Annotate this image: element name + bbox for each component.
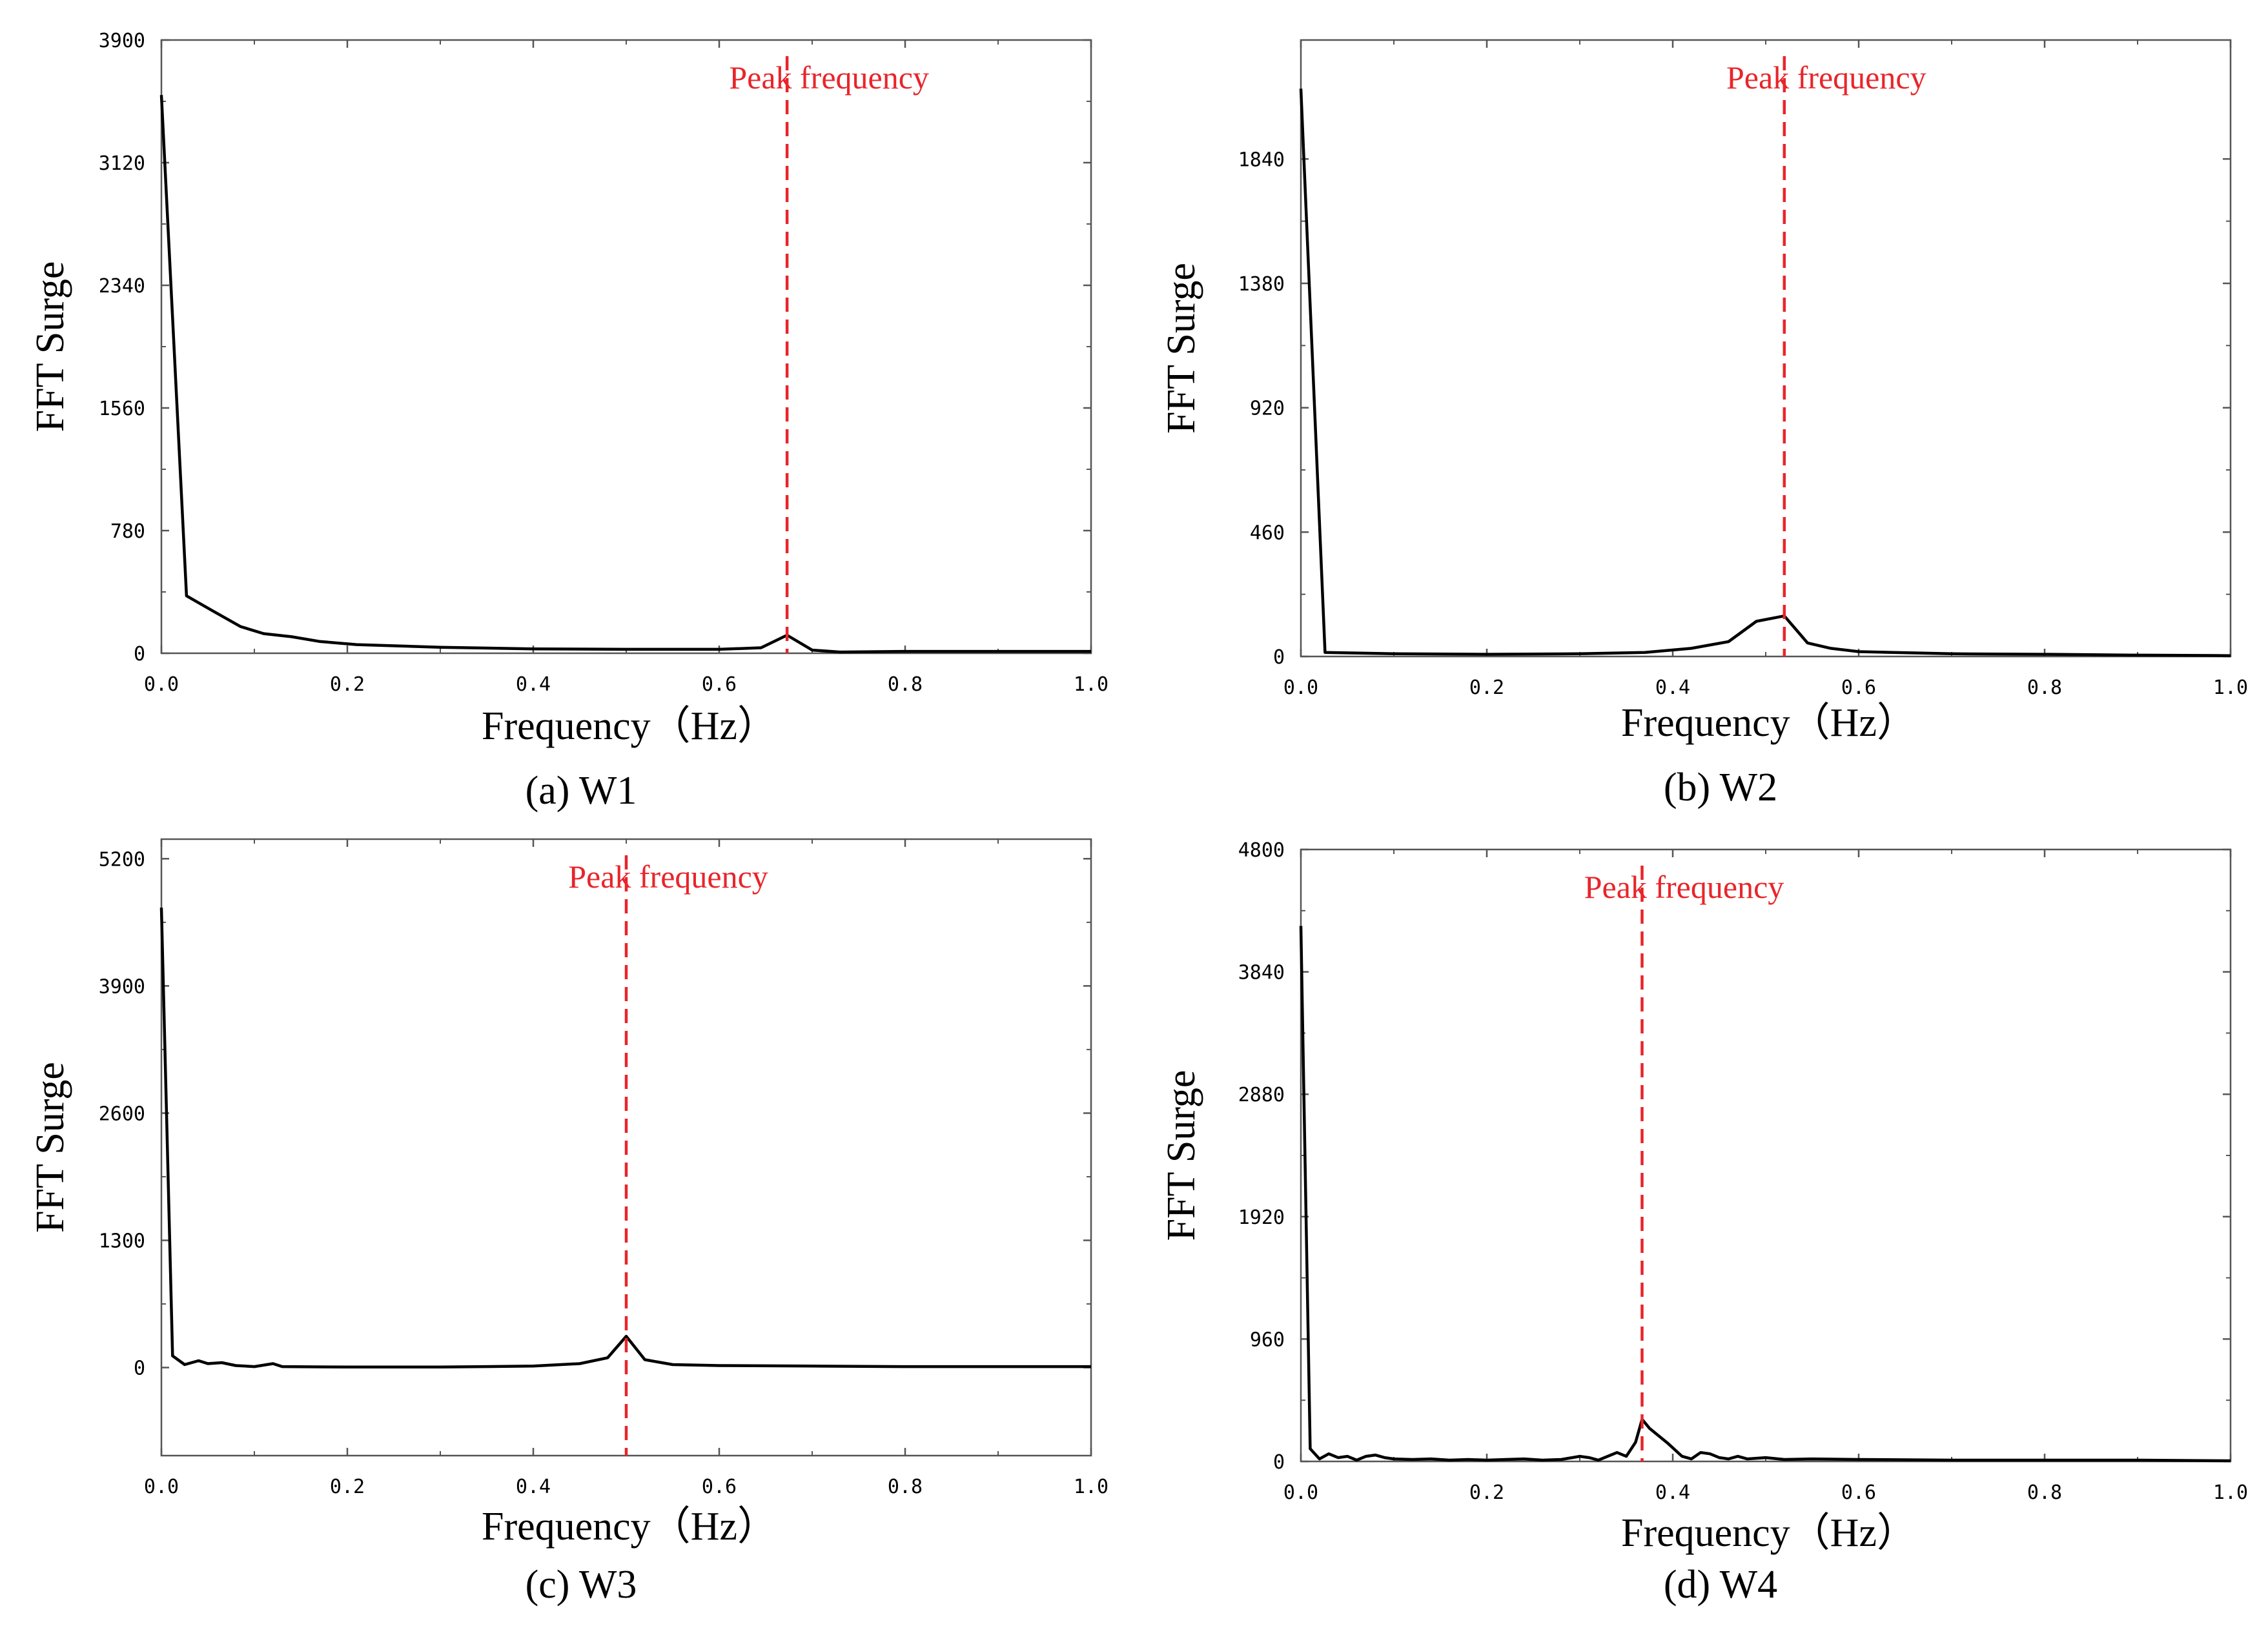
x-tick-label: 0.0 [1283, 1481, 1318, 1504]
x-tick-label: 0.6 [1841, 676, 1876, 699]
x-axis-title: Frequency（Hz） [1621, 1511, 1917, 1555]
x-tick-label: 0.8 [888, 673, 923, 696]
y-axis-title: FFT Surge [28, 261, 72, 432]
series-line-W4 [1299, 926, 2231, 1463]
x-tick-label: 0.0 [144, 1476, 179, 1498]
y-tick-label: 3900 [99, 975, 145, 998]
x-tick-label: 0.0 [1283, 676, 1318, 699]
y-tick-label: 920 [1250, 398, 1285, 420]
x-tick-label: 0.6 [702, 673, 737, 696]
y-axis-title: FFT Surge [1160, 1070, 1203, 1241]
x-tick-label: 0.4 [516, 1476, 551, 1498]
x-tick-label: 0.8 [2027, 1481, 2062, 1504]
y-tick-label: 0 [134, 1357, 145, 1380]
y-axis-title: FFT Surge [1160, 263, 1203, 434]
y-axis-title: FFT Surge [28, 1062, 72, 1233]
y-tick-label: 3840 [1238, 962, 1285, 984]
y-tick-label: 960 [1250, 1328, 1285, 1351]
y-tick-label: 1380 [1238, 273, 1285, 296]
x-tick-label: 0.2 [330, 673, 365, 696]
y-tick-label: 0 [134, 643, 145, 666]
y-tick-label: 1840 [1238, 148, 1285, 171]
plot-frame [160, 39, 1092, 655]
y-tick-label: 1560 [99, 398, 145, 420]
x-tick-label: 0.8 [888, 1476, 923, 1498]
y-tick-label: 2880 [1238, 1084, 1285, 1106]
y-tick-label: 1920 [1238, 1206, 1285, 1229]
y-tick-label: 3120 [99, 152, 145, 175]
panel-caption: (d) W4 [1664, 1563, 1777, 1607]
peak-frequency-label: Peak frequency [1726, 59, 1926, 96]
y-tick-label: 460 [1250, 522, 1285, 544]
x-axis-title: Frequency（Hz） [482, 704, 777, 748]
y-tick-label: 0 [1273, 1451, 1285, 1474]
series-line-W1 [159, 95, 1091, 654]
chart-d: 0.0 0.2 0.4 0.6 0.8 1.0 0 960 1920 2880 3840 4800 Pe… [1160, 839, 2248, 1607]
y-tick-label: 780 [110, 520, 145, 543]
series-line-W3 [159, 908, 1091, 1369]
x-axis-title: Frequency（Hz） [1621, 701, 1917, 745]
series-line-W2 [1299, 88, 2231, 657]
panel-caption: (a) W1 [526, 769, 637, 813]
y-tick-label: 2340 [99, 275, 145, 298]
y-tick-label: 0 [1273, 646, 1285, 669]
x-tick-label: 0.2 [330, 1476, 365, 1498]
x-tick-label: 0.2 [1469, 676, 1504, 699]
x-tick-label: 0.6 [1841, 1481, 1876, 1504]
panel-caption: (c) W3 [526, 1563, 637, 1607]
peak-frequency-label: Peak frequency [568, 859, 768, 895]
chart-b: 0.0 0.2 0.4 0.6 0.8 1.0 0 460 920 1380 1840 Peak fr… [1160, 39, 2248, 809]
y-tick-label: 4800 [1238, 839, 1285, 862]
x-tick-label: 1.0 [1074, 1476, 1108, 1498]
x-tick-label: 0.4 [1655, 676, 1690, 699]
x-tick-label: 0.0 [144, 673, 179, 696]
x-tick-label: 1.0 [1074, 673, 1108, 696]
peak-frequency-label: Peak frequency [729, 59, 929, 96]
x-tick-label: 0.6 [702, 1476, 737, 1498]
x-tick-label: 1.0 [2213, 676, 2248, 699]
x-axis-title: Frequency（Hz） [482, 1505, 777, 1549]
chart-c: 0.0 0.2 0.4 0.6 0.8 1.0 0 1300 2600 3900 5200 Peak … [28, 838, 1108, 1607]
y-tick-label: 1300 [99, 1230, 145, 1253]
x-tick-label: 0.2 [1469, 1481, 1504, 1504]
panel-caption: (b) W2 [1664, 766, 1777, 809]
x-tick-label: 1.0 [2213, 1481, 2248, 1504]
chart-a: 0.0 0.2 0.4 0.6 0.8 1.0 0 780 1560 2340 3120 3900 Pe… [28, 30, 1108, 813]
y-tick-label: 2600 [99, 1103, 145, 1125]
x-tick-label: 0.4 [516, 673, 551, 696]
plot-frame [1300, 39, 2232, 658]
y-tick-label: 3900 [99, 30, 145, 52]
plot-frame [1300, 848, 2232, 1463]
y-tick-label: 5200 [99, 848, 145, 871]
peak-frequency-label: Peak frequency [1584, 869, 1784, 905]
x-tick-label: 0.4 [1655, 1481, 1690, 1504]
x-tick-label: 0.8 [2027, 676, 2062, 699]
